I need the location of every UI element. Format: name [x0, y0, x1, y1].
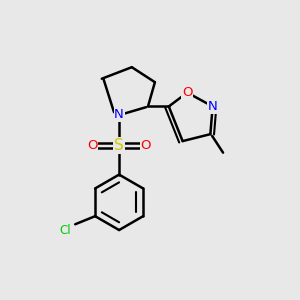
Text: O: O: [140, 139, 151, 152]
Text: O: O: [182, 86, 193, 99]
Text: O: O: [87, 139, 98, 152]
Text: N: N: [114, 108, 124, 121]
Text: Cl: Cl: [59, 224, 70, 236]
Text: S: S: [114, 138, 124, 153]
Text: N: N: [208, 100, 218, 113]
